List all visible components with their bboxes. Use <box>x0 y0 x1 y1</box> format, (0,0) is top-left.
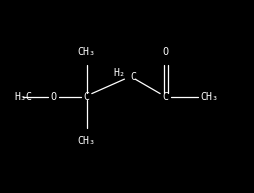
Text: C: C <box>162 91 168 102</box>
Text: C: C <box>130 72 136 82</box>
Text: C: C <box>83 91 89 102</box>
Text: H₃C: H₃C <box>14 91 32 102</box>
Text: H₂: H₂ <box>113 68 124 78</box>
Text: CH₃: CH₃ <box>77 136 95 146</box>
Text: O: O <box>162 47 168 57</box>
Text: CH₃: CH₃ <box>77 47 95 57</box>
Text: O: O <box>50 91 56 102</box>
Text: CH₃: CH₃ <box>199 91 217 102</box>
